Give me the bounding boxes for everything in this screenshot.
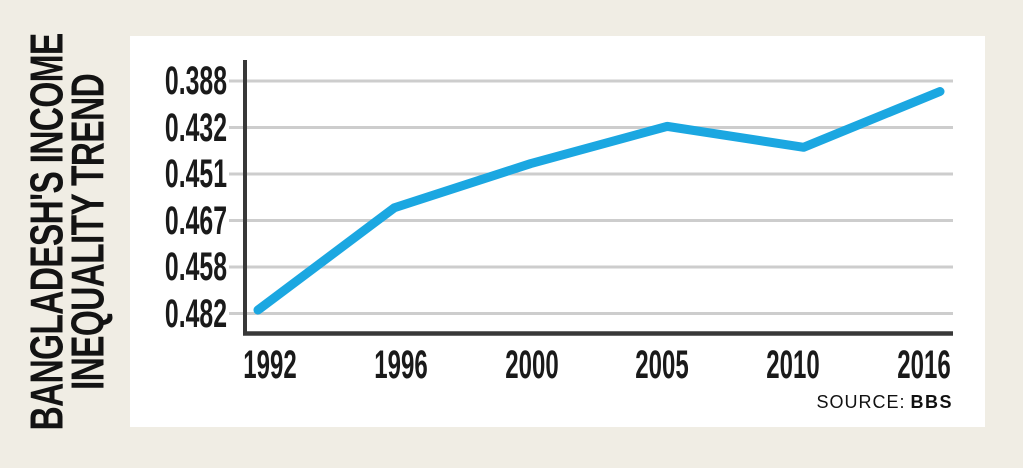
y-axis-label: 0.388	[164, 59, 227, 103]
source-note: SOURCE: BBS	[816, 392, 953, 413]
x-axis-label: 1992	[243, 343, 297, 387]
x-axis-label: 2005	[635, 343, 690, 387]
x-axis-label: 1996	[374, 343, 428, 387]
chart-panel	[130, 36, 985, 427]
trend-line	[253, 87, 945, 315]
x-axis-label: 2010	[766, 343, 820, 387]
y-axis-label: 0.467	[164, 198, 227, 243]
x-axis-label: 2016	[897, 343, 951, 387]
y-axis-label: 0.451	[164, 152, 227, 196]
source-label: SOURCE:	[816, 392, 906, 412]
y-axis-label: 0.458	[164, 245, 227, 289]
x-axis-label: 2000	[504, 343, 559, 387]
y-axis-label: 0.432	[164, 105, 227, 150]
y-axis-label: 0.482	[164, 291, 227, 336]
source-value: BBS	[910, 392, 953, 412]
